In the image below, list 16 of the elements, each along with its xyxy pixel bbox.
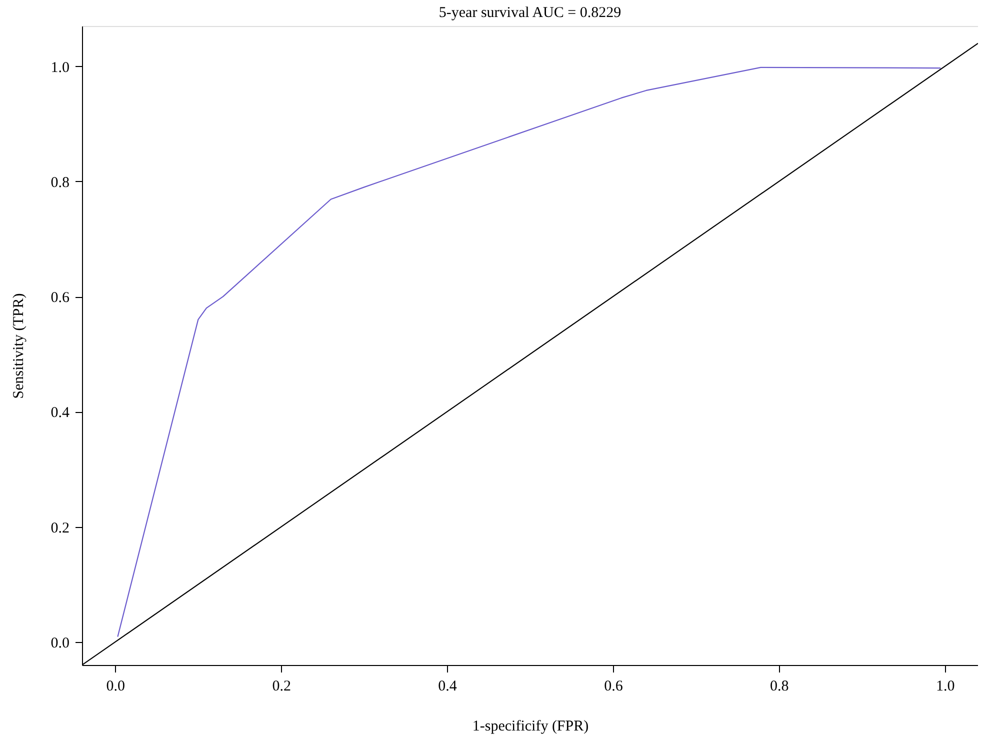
y-tick-label: 0.0 [50,635,70,652]
y-tick-label: 0.8 [50,174,70,191]
y-tick-label: 0.4 [50,405,70,422]
x-axis-title: 1-specificify (FPR) [472,718,589,734]
x-tick-label: 0.8 [770,678,789,694]
x-tick-label: 1.0 [936,678,955,694]
x-tick-label: 0.4 [438,678,458,694]
x-tick-label: 0.0 [106,678,126,694]
x-tick-label: 0.6 [604,678,624,694]
y-tick-label: 0.2 [50,520,70,536]
y-tick-label: 0.6 [50,290,70,306]
y-axis-title: Sensitivity (TPR) [10,293,27,399]
line-series [117,66,942,638]
x-tick-label: 0.2 [272,678,291,694]
chart-title: 5-year survival AUC = 0.8229 [438,5,622,21]
y-tick-label: 1.0 [50,60,70,76]
